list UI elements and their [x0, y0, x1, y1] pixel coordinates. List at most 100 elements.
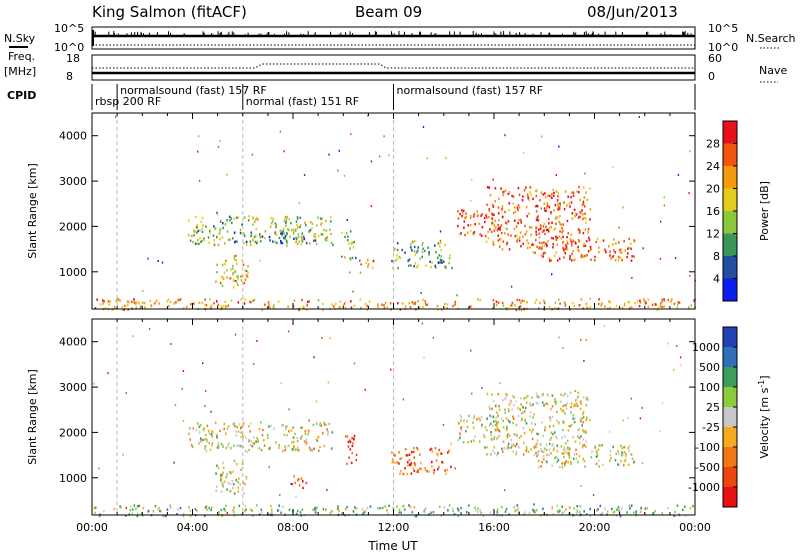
data-cell [551, 507, 553, 510]
y-tick-label: 3000 [59, 381, 87, 394]
data-cell [503, 489, 506, 492]
data-cell [394, 259, 397, 262]
data-cell [366, 308, 368, 311]
data-cell [521, 411, 524, 414]
data-cell [286, 241, 288, 244]
data-cell [427, 246, 429, 249]
data-cell [514, 210, 517, 214]
data-cell [476, 210, 478, 213]
data-cell [302, 235, 305, 238]
nsky-label: N.Sky [4, 32, 36, 45]
data-cell [271, 219, 274, 223]
data-cell [508, 248, 511, 251]
data-cell [547, 194, 549, 198]
data-cell [494, 428, 497, 432]
data-cell [282, 449, 284, 453]
data-cell [282, 423, 284, 427]
data-cell [300, 426, 302, 429]
data-cell [556, 410, 558, 414]
data-cell [617, 255, 620, 259]
data-cell [659, 257, 662, 260]
data-cell [589, 218, 591, 221]
data-cell [291, 483, 294, 486]
time-axis-label: Time UT [367, 539, 418, 553]
data-cell [208, 241, 210, 244]
data-cell [460, 426, 462, 430]
data-cell [469, 223, 472, 227]
data-cell [512, 417, 515, 421]
data-cell [241, 259, 243, 262]
data-cell [405, 454, 408, 457]
data-cell [506, 434, 509, 437]
data-cell [583, 254, 586, 258]
data-cell [564, 304, 567, 307]
data-cell [584, 212, 586, 215]
data-cell [504, 189, 507, 192]
data-cell [417, 249, 419, 252]
data-cell [567, 452, 569, 455]
data-cell [504, 134, 506, 137]
data-cell [638, 304, 641, 308]
data-cell [580, 420, 582, 423]
data-cell [422, 126, 425, 129]
data-cell [533, 510, 535, 513]
data-cell [402, 504, 405, 508]
data-cell [558, 421, 560, 424]
data-cell [327, 433, 329, 436]
data-cell [325, 239, 328, 242]
data-cell [465, 212, 467, 215]
data-cell [571, 212, 574, 215]
data-cell [353, 434, 356, 438]
data-cell [417, 469, 419, 472]
data-cell [431, 450, 434, 453]
data-cell [338, 509, 340, 513]
data-cell [219, 429, 221, 433]
data-cell [460, 416, 463, 419]
data-cell [314, 239, 317, 242]
data-cell [428, 251, 430, 254]
data-cell [552, 424, 555, 428]
data-cell [518, 236, 521, 239]
data-cell [639, 301, 642, 304]
data-cell [242, 421, 245, 425]
data-cell [557, 195, 559, 198]
data-cell [225, 259, 227, 262]
data-cell [142, 506, 145, 510]
data-cell [611, 507, 613, 511]
data-cell [201, 216, 204, 220]
data-cell [515, 308, 518, 312]
data-cell [552, 433, 554, 436]
data-cell [570, 201, 573, 204]
data-cell [300, 514, 302, 517]
data-cell [237, 444, 240, 447]
data-cell [535, 218, 538, 222]
data-cell [202, 224, 204, 227]
data-cell [309, 229, 312, 232]
data-cell [595, 240, 598, 244]
data-cell [688, 306, 690, 309]
data-cell [546, 244, 548, 248]
data-cell [301, 238, 303, 241]
data-cell [531, 243, 533, 246]
data-cell [173, 302, 175, 305]
data-cell [544, 192, 546, 195]
data-cell [221, 481, 224, 485]
data-cell [543, 202, 546, 205]
nsky-spikes [92, 30, 692, 46]
data-cell [504, 232, 506, 235]
data-cell [439, 230, 442, 233]
data-cell [305, 443, 307, 446]
data-cell [285, 428, 287, 431]
data-cell [518, 436, 521, 440]
data-cell [285, 224, 287, 228]
data-cell [99, 303, 102, 306]
data-cell [338, 149, 340, 152]
data-cell [566, 248, 569, 251]
data-cell [213, 225, 215, 228]
data-cell [644, 507, 647, 510]
data-cell [408, 453, 411, 456]
data-cell [497, 234, 500, 237]
data-cell [621, 306, 624, 310]
data-cell [460, 232, 462, 235]
data-cell [520, 403, 522, 406]
